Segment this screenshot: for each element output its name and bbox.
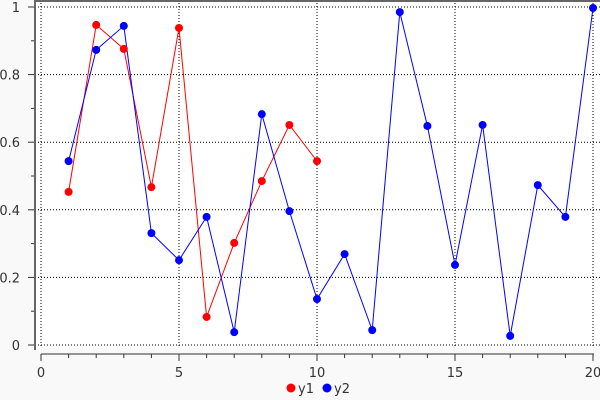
legend-marker-y2 — [322, 383, 332, 393]
y-tick-label: 1 — [12, 1, 20, 16]
grid — [38, 0, 600, 348]
data-point-y2 — [589, 4, 597, 13]
x-tick-label: 0 — [37, 366, 45, 381]
data-point-y2 — [175, 256, 183, 265]
legend: y1 y2 — [286, 382, 350, 397]
data-point-y1 — [64, 187, 73, 196]
data-point-y2 — [119, 21, 128, 30]
data-point-y2 — [533, 181, 542, 190]
data-point-y2 — [285, 207, 294, 216]
data-point-y1 — [119, 44, 128, 53]
y-tick-label: 0.8 — [0, 69, 20, 84]
data-point-y1 — [147, 183, 156, 192]
data-point-y2 — [64, 157, 73, 166]
data-point-y2 — [340, 250, 349, 259]
legend-label: y1 — [298, 382, 314, 397]
data-point-y2 — [202, 212, 211, 221]
data-point-y1 — [92, 20, 101, 29]
y-tick-label: 0.2 — [0, 271, 20, 286]
data-point-y2 — [506, 331, 515, 340]
plot-area — [36, 0, 600, 348]
data-point-y2 — [423, 121, 432, 130]
x-tick-label: 20 — [585, 366, 600, 381]
x-tick-label: 10 — [309, 366, 326, 381]
axes: 0 5 10 15 20 0 0.2 0.4 0.6 0.8 1 — [0, 0, 600, 381]
data-point-y1 — [285, 120, 294, 129]
data-point-y2 — [478, 120, 487, 129]
x-tick-label: 5 — [175, 366, 183, 381]
legend-label: y2 — [334, 382, 350, 397]
data-point-y2 — [561, 212, 570, 221]
data-point-y2 — [368, 326, 377, 335]
data-point-y1 — [257, 177, 266, 186]
y-tick-label: 0.4 — [0, 204, 20, 219]
data-point-y1 — [230, 238, 239, 247]
data-point-y2 — [451, 260, 459, 269]
data-point-y1 — [313, 157, 321, 166]
data-point-y2 — [257, 110, 266, 119]
series-line-y1 — [68, 23, 318, 318]
data-point-y2 — [230, 328, 239, 337]
series — [64, 4, 597, 340]
data-point-y1 — [202, 312, 211, 321]
x-tick-label: 15 — [447, 366, 464, 381]
y-tick-label: 0 — [12, 339, 20, 354]
data-point-y2 — [395, 8, 404, 17]
data-point-y2 — [147, 229, 156, 238]
series-line-y2 — [68, 7, 594, 336]
y-tick-label: 0.6 — [0, 136, 20, 151]
data-point-y2 — [92, 45, 101, 54]
data-point-y2 — [313, 295, 321, 304]
legend-marker-y1 — [286, 383, 296, 393]
data-point-y1 — [175, 23, 183, 32]
